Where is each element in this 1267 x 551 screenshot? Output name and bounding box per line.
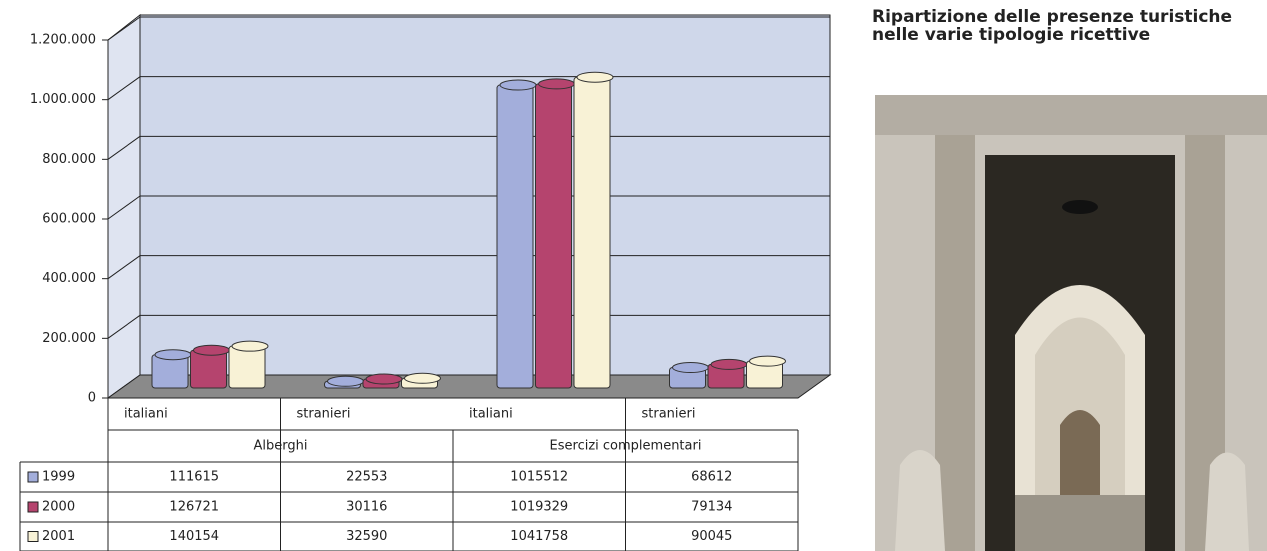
chart: 0 200.000 400.000 600.000 800.000 1.000.000 1.… (19, 13, 832, 551)
photo-ground (1015, 495, 1145, 551)
grid-line (107, 16, 141, 41)
table-value: 1015512 (510, 470, 568, 485)
bar-top (710, 358, 748, 370)
legend-label: 2001 (42, 529, 75, 544)
table-value: 22553 (346, 470, 387, 485)
bar-top (154, 349, 192, 361)
legend-label: 2000 (42, 500, 75, 515)
legend-swatch (27, 471, 39, 483)
x-tick-label: stranieri (297, 407, 351, 422)
legend-swatch (27, 501, 39, 513)
bar (228, 345, 266, 389)
table-value: 68612 (691, 470, 732, 485)
y-tick-label: 400.000 (42, 271, 96, 286)
group-label: Esercizi complementari (550, 439, 702, 454)
photo-pilaster (935, 135, 975, 551)
table-value: 79134 (691, 500, 732, 515)
floor (106, 374, 832, 399)
photo (875, 95, 1267, 551)
photo-inner-door (1060, 410, 1100, 495)
table-value: 140154 (169, 529, 219, 544)
bar-top (404, 372, 441, 384)
x-tick-label: stranieri (642, 407, 696, 422)
table-value: 1041758 (510, 529, 568, 544)
grid-line (107, 314, 141, 339)
y-tick-label: 1.200.000 (30, 33, 96, 48)
photo-frieze (875, 95, 1267, 135)
bar-top (231, 340, 269, 352)
legend-label: 1999 (42, 470, 75, 485)
x-tick-label: italiani (124, 407, 168, 422)
y-tick-label: 1.000.000 (30, 92, 96, 107)
bar-top (538, 78, 575, 90)
grid-line (107, 135, 141, 160)
legend-swatch (27, 531, 39, 542)
bar-top (499, 79, 537, 91)
table-value: 111615 (169, 470, 219, 485)
bar (190, 349, 227, 389)
table-value: 126721 (169, 500, 219, 515)
y-tick-label: 600.000 (42, 212, 96, 227)
photo-stone (895, 450, 945, 551)
y-tick-label: 0 (88, 391, 96, 406)
group-label: Alberghi (254, 439, 308, 454)
photo-stone (1205, 452, 1249, 551)
bar-top (193, 344, 230, 356)
grid-line (107, 255, 141, 280)
table-value: 1019329 (510, 500, 568, 515)
table-value: 90045 (691, 529, 732, 544)
bar-top (576, 71, 614, 83)
table-value: 32590 (346, 529, 387, 544)
bar (573, 76, 611, 389)
side-wall (107, 13, 141, 399)
bar (535, 83, 572, 389)
bar-top (327, 375, 364, 387)
x-tick-label: italiani (469, 407, 513, 422)
table-value: 30116 (346, 500, 387, 515)
bar-top (672, 362, 709, 374)
back-wall (139, 14, 831, 376)
chart-title: Ripartizione delle presenze turistiche n… (872, 7, 1233, 45)
grid-line (107, 76, 141, 101)
bar-top (365, 373, 403, 385)
photo-lamp (1062, 200, 1098, 214)
y-tick-label: 800.000 (42, 152, 96, 167)
y-tick-label: 200.000 (42, 331, 96, 346)
bar (496, 84, 534, 389)
bar-top (749, 355, 786, 367)
grid-line (107, 195, 141, 220)
